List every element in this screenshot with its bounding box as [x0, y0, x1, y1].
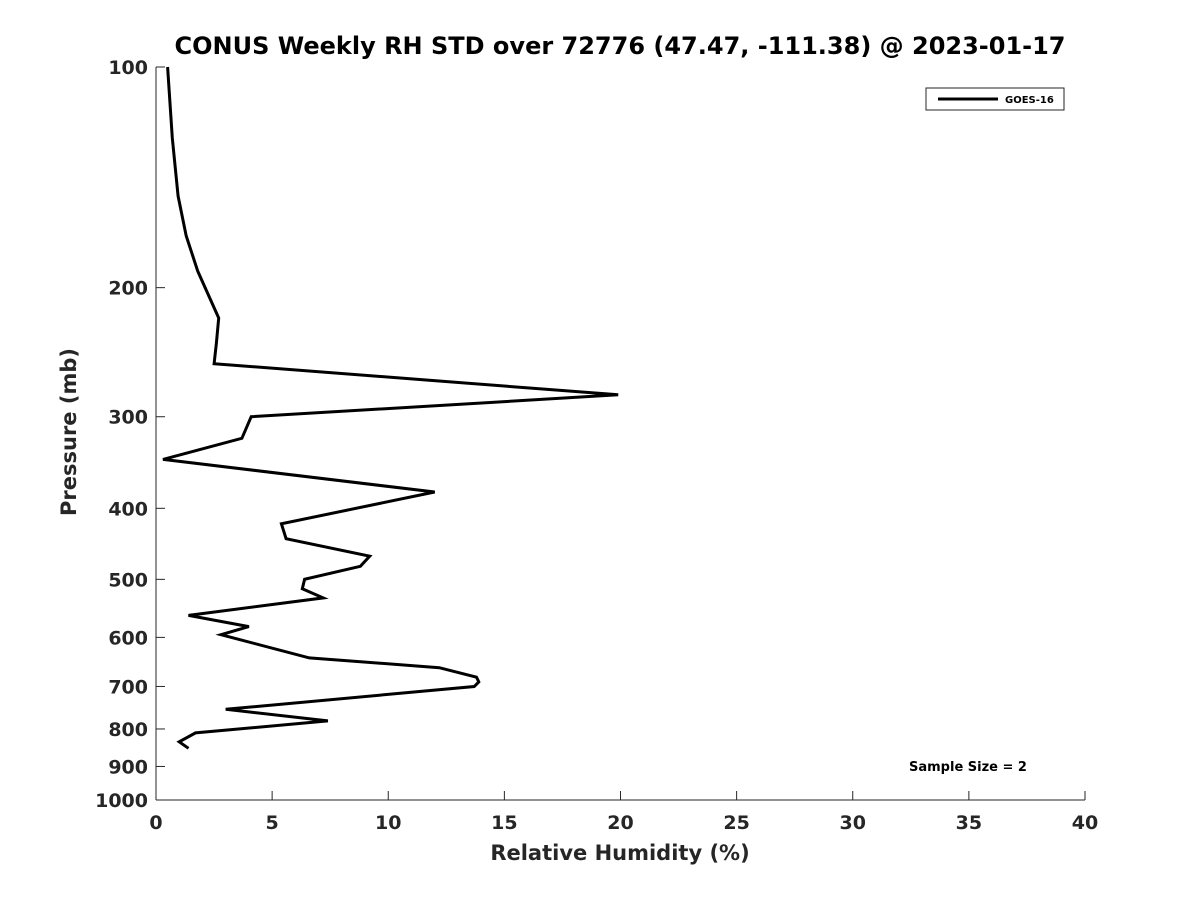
- y-tick-label: 700: [108, 676, 148, 698]
- x-tick-label: 20: [607, 812, 633, 834]
- x-tick-label: 5: [266, 812, 279, 834]
- y-tick-label: 300: [108, 407, 148, 429]
- x-axis-label: Relative Humidity (%): [490, 841, 749, 865]
- x-tick-label: 10: [375, 812, 401, 834]
- chart-title: CONUS Weekly RH STD over 72776 (47.47, -…: [174, 32, 1065, 60]
- y-tick-label: 800: [108, 719, 148, 741]
- x-tick-label: 15: [491, 812, 517, 834]
- y-tick-label: 200: [108, 278, 148, 300]
- y-axis-ticks: 100 200 300 400 500 600 700 800 900 1000: [95, 57, 165, 812]
- legend: GOES-16: [925, 87, 1065, 111]
- sample-size-annotation: Sample Size = 2: [909, 760, 1027, 775]
- y-axis-label: Pressure (mb): [57, 348, 81, 516]
- x-tick-label: 25: [723, 812, 749, 834]
- y-tick-label: 1000: [95, 790, 148, 812]
- legend-label-goes-16: GOES-16: [1005, 95, 1054, 106]
- y-tick-label: 600: [108, 627, 148, 649]
- x-tick-label: 35: [956, 812, 982, 834]
- y-tick-label: 100: [108, 57, 148, 79]
- x-axis-ticks: 0 5 10 15 20 25 30 35 40: [149, 791, 1098, 834]
- series-group: [162, 66, 619, 750]
- y-tick-label: 500: [108, 569, 148, 591]
- x-tick-label: 30: [840, 812, 866, 834]
- x-tick-label: 40: [1072, 812, 1098, 834]
- y-tick-label: 400: [108, 498, 148, 520]
- x-tick-label: 0: [149, 812, 162, 834]
- series-line-goes-16: [162, 66, 619, 750]
- y-tick-label: 900: [108, 756, 148, 778]
